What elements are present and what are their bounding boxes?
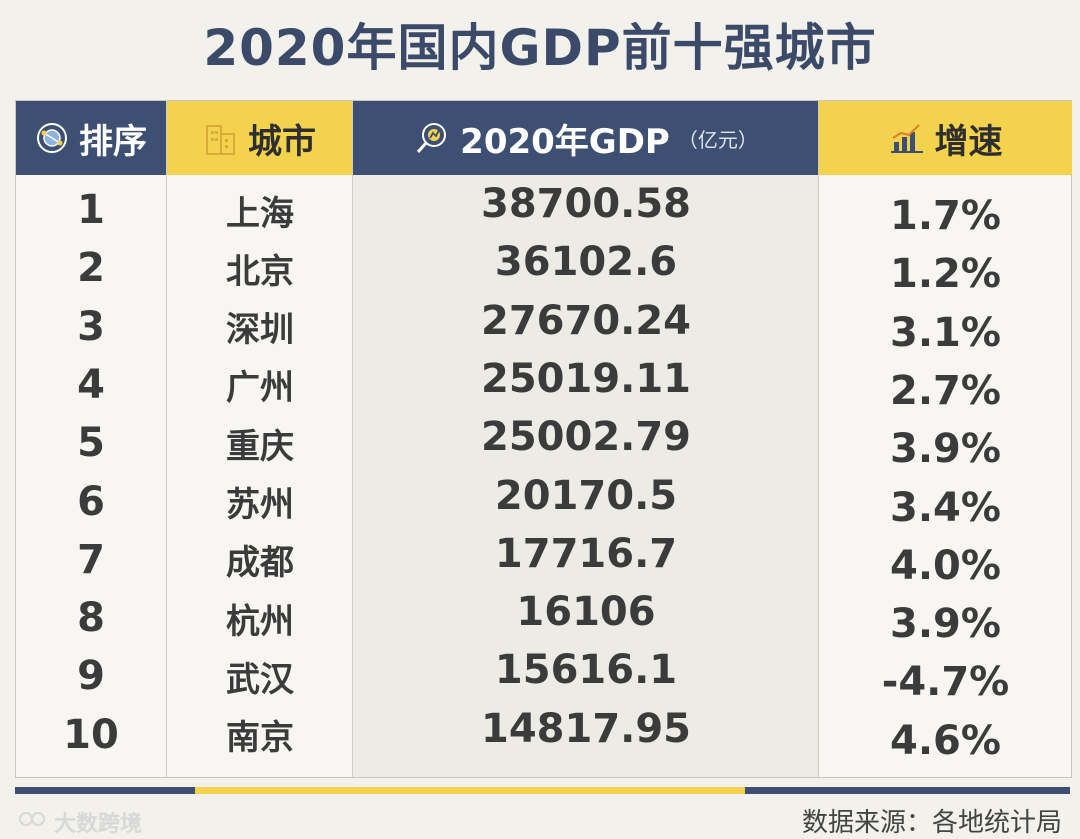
rank-column: 排序 1 2 3 4 5 6 7 8 9 10 bbox=[16, 101, 166, 777]
buildings-icon bbox=[204, 120, 238, 156]
growth-cell: -4.7% bbox=[881, 659, 1010, 706]
bar-chart-icon bbox=[889, 122, 925, 154]
growth-column: 增速 1.7% 1.2% 3.1% 2.7% 3.9% 3.4% 4.0% 3.9% -4.7%… bbox=[818, 101, 1072, 777]
gdp-cell: 16106 bbox=[516, 589, 656, 636]
rank-cell: 9 bbox=[77, 653, 105, 700]
globe-network-icon bbox=[35, 121, 69, 155]
rank-cell: 4 bbox=[77, 361, 105, 408]
gdp-header: 2020年GDP （亿元） bbox=[353, 101, 819, 175]
gdp-column: 2020年GDP （亿元） 38700.58 36102.6 27670.24 250… bbox=[352, 101, 819, 777]
rank-cell: 10 bbox=[63, 711, 119, 758]
city-cell: 重庆 bbox=[226, 426, 294, 467]
city-header-label: 城市 bbox=[248, 121, 316, 162]
rank-cell: 2 bbox=[77, 245, 105, 292]
gdp-cell: 25002.79 bbox=[480, 414, 692, 461]
gdp-cell: 14817.95 bbox=[480, 705, 692, 752]
growth-cell: 2.7% bbox=[890, 367, 1001, 414]
rank-header-label: 排序 bbox=[79, 121, 147, 162]
growth-cell: 3.1% bbox=[890, 309, 1001, 356]
footer-bar-middle bbox=[195, 787, 745, 794]
city-header: 城市 bbox=[167, 101, 353, 175]
city-cell: 北京 bbox=[226, 251, 294, 292]
watermark-text: 大数跨境 bbox=[54, 812, 143, 837]
footer-bar-left bbox=[15, 787, 195, 794]
gdp-header-label: 2020年GDP bbox=[460, 121, 670, 162]
city-cell: 广州 bbox=[226, 368, 294, 409]
rank-cell: 5 bbox=[77, 420, 105, 467]
city-cell: 上海 bbox=[226, 193, 294, 234]
rank-cell: 8 bbox=[77, 595, 105, 642]
city-column: 城市 上海北京深圳广州重庆苏州成都杭州武汉南京 bbox=[166, 101, 353, 777]
gdp-cell: 36102.6 bbox=[494, 239, 678, 286]
growth-cell: 4.0% bbox=[890, 542, 1001, 589]
growth-header: 增速 bbox=[819, 101, 1072, 175]
city-cell: 杭州 bbox=[226, 601, 294, 642]
gdp-table: 排序 1 2 3 4 5 6 7 8 9 10 城市 上海北京深圳广州重庆苏州成都杭州武汉南京 bbox=[15, 100, 1072, 778]
city-cell: 武汉 bbox=[226, 659, 294, 700]
growth-cell: 1.7% bbox=[890, 193, 1001, 239]
page-title: 2020年国内GDP前十强城市 bbox=[203, 19, 877, 77]
gdp-cell: 27670.24 bbox=[480, 297, 692, 344]
city-cell: 南京 bbox=[226, 718, 294, 759]
growth-cell: 1.2% bbox=[890, 251, 1001, 298]
gdp-cell: 25019.11 bbox=[480, 355, 692, 402]
growth-cell: 4.6% bbox=[890, 717, 1001, 764]
gdp-unit-label: （亿元） bbox=[677, 127, 758, 152]
gdp-cell: 20170.5 bbox=[494, 472, 678, 519]
rank-cell: 1 bbox=[77, 187, 105, 233]
growth-cell: 3.4% bbox=[890, 484, 1001, 531]
watermark: 大数跨境 bbox=[18, 806, 142, 838]
city-cell: 深圳 bbox=[226, 310, 294, 351]
growth-cell: 3.9% bbox=[890, 426, 1001, 473]
rank-cell: 3 bbox=[77, 303, 105, 350]
growth-cell: 3.9% bbox=[890, 601, 1001, 648]
gdp-cell: 38700.58 bbox=[480, 181, 692, 227]
growth-header-label: 增速 bbox=[934, 121, 1003, 162]
rank-header: 排序 bbox=[16, 101, 166, 175]
footer-bar-right bbox=[745, 787, 1070, 794]
gdp-cell: 15616.1 bbox=[494, 647, 678, 694]
gdp-cell: 17716.7 bbox=[494, 530, 678, 577]
rank-cell: 6 bbox=[77, 478, 105, 525]
city-cell: 苏州 bbox=[226, 485, 294, 525]
magnifier-chart-icon bbox=[414, 120, 450, 156]
rank-cell: 7 bbox=[77, 536, 105, 583]
source-note: 数据来源：各地统计局 bbox=[801, 808, 1062, 838]
watermark-logo-icon bbox=[18, 809, 48, 835]
city-cell: 成都 bbox=[226, 543, 294, 584]
